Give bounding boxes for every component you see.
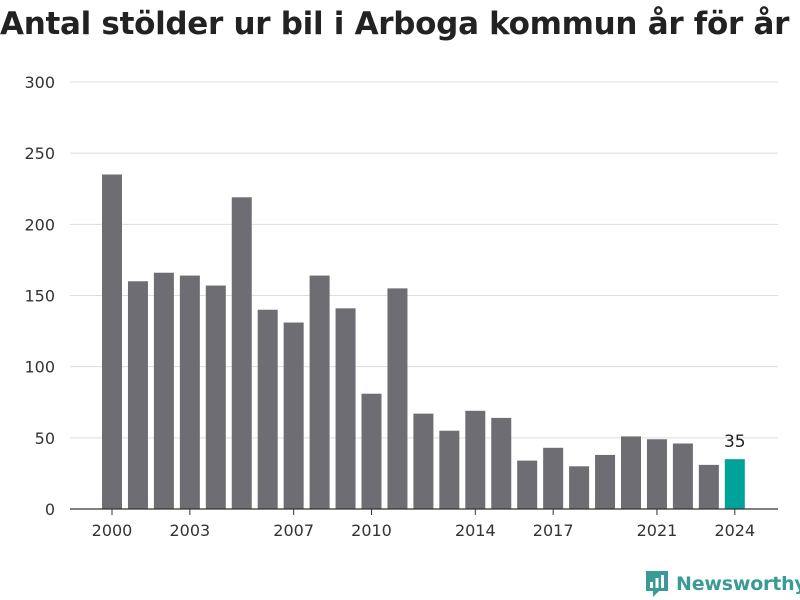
gridlines: [70, 81, 778, 439]
bar-2001: [127, 281, 148, 509]
y-tick-label: 50: [35, 429, 55, 448]
x-tick-label: 2010: [351, 521, 392, 540]
y-tick-label: 100: [24, 358, 55, 377]
bar-2012: [413, 413, 434, 509]
x-tick-label: 2024: [714, 521, 755, 540]
brand-name: Newsworthy: [676, 573, 800, 595]
newsworthy-icon: [646, 571, 668, 597]
x-tick-label: 2021: [637, 521, 678, 540]
bar-2008: [309, 275, 330, 509]
bar-2004: [205, 285, 226, 509]
x-tick-label: 2003: [169, 521, 210, 540]
bar-2000: [102, 174, 122, 509]
bar-2016: [517, 460, 538, 509]
y-tick-label: 300: [24, 73, 55, 92]
data-labels: 35: [724, 432, 746, 452]
x-tick-label: 2007: [273, 521, 314, 540]
data-label: 35: [724, 432, 746, 452]
bar-2019: [595, 454, 616, 509]
y-tick-label: 150: [24, 287, 55, 306]
bar-2011: [387, 288, 408, 509]
chart-title: Antal stölder ur bil i Arboga kommun år …: [0, 6, 790, 42]
bar-2024: [724, 459, 745, 509]
x-tick-label: 2017: [533, 521, 574, 540]
newsworthy-logo: Newsworthy: [644, 569, 800, 599]
bar-2018: [569, 466, 590, 509]
x-axis: 2000 2003 2007 2010 2014 2017 2021 2024: [70, 508, 778, 540]
bar-2010: [361, 393, 382, 509]
bar-2007: [283, 322, 304, 509]
y-tick-label: 200: [24, 215, 55, 234]
bar-2009: [335, 308, 356, 509]
bar-2014: [465, 410, 486, 509]
bar-2017: [543, 447, 564, 509]
bar-2023: [698, 464, 719, 509]
bars: [102, 174, 745, 510]
bar-2020: [621, 436, 641, 509]
bar-2021: [646, 439, 667, 509]
bar-2022: [672, 443, 693, 509]
x-tick-label: 2000: [92, 521, 133, 540]
y-tick-label: 250: [24, 144, 55, 163]
x-tick-label: 2014: [455, 521, 496, 540]
bar-2015: [491, 417, 512, 509]
y-axis-labels: 0 50 100 150 200 250 300: [24, 73, 55, 519]
y-tick-label: 0: [45, 500, 55, 519]
bar-2013: [439, 430, 460, 509]
bar-2002: [153, 272, 174, 509]
bar-2006: [257, 309, 278, 509]
bar-2003: [179, 275, 200, 509]
bar-2005: [231, 197, 252, 510]
